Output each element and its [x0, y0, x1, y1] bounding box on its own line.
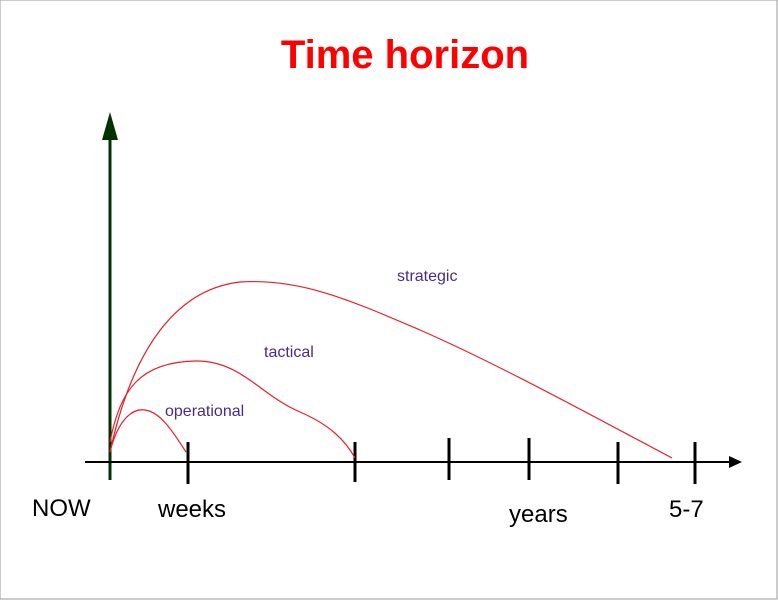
strategic-curve	[109, 280, 673, 459]
axis-label: years	[509, 501, 568, 528]
axis-label: weeks	[157, 496, 226, 523]
operational-curve	[109, 409, 187, 453]
axis-label: NOW	[32, 495, 91, 522]
curve-label: strategic	[397, 268, 457, 285]
axis-label: 5-7	[669, 496, 704, 523]
title: Time horizon	[281, 33, 529, 77]
ticks	[186, 438, 697, 484]
vertical-arrowhead	[102, 112, 118, 140]
curve-label: tactical	[264, 344, 314, 361]
tactical-curve	[109, 360, 356, 459]
horizontal-arrowhead	[729, 456, 742, 468]
curve-label: operational	[165, 403, 244, 420]
